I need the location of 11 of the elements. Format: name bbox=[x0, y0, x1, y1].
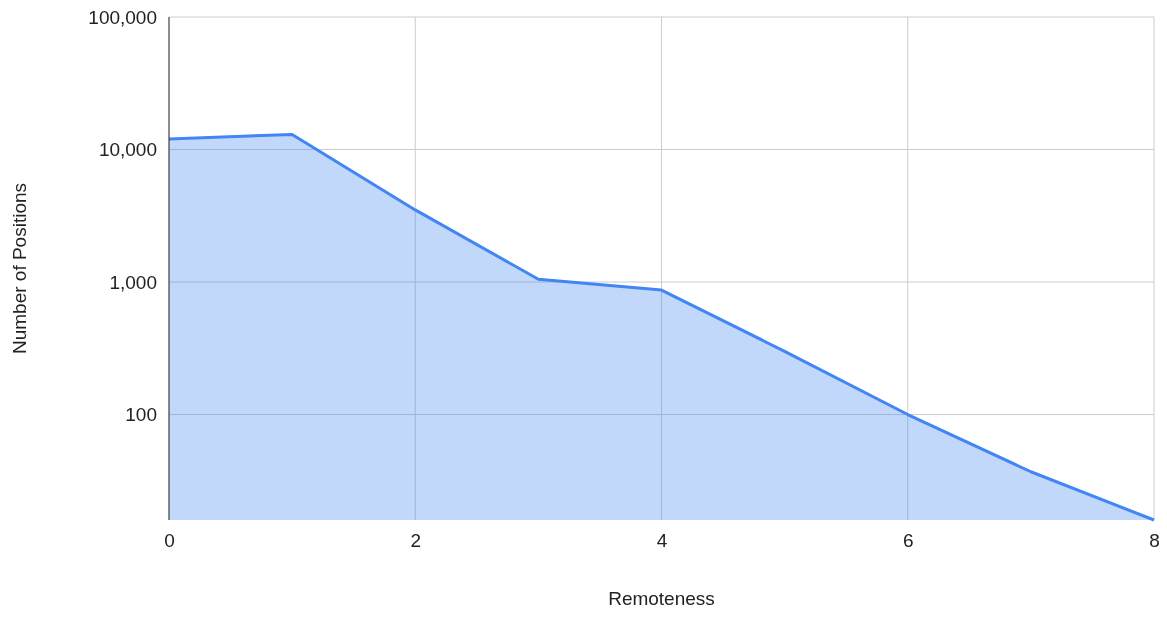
x-tick-label: 8 bbox=[1149, 530, 1160, 552]
y-axis-title: Number of Positions bbox=[9, 182, 30, 355]
x-tick-label: 2 bbox=[410, 530, 422, 552]
x-tick-label: 0 bbox=[164, 530, 175, 552]
x-tick-label: 6 bbox=[902, 530, 914, 552]
y-tick-label: 100,000 bbox=[88, 6, 157, 28]
x-tick-label: 4 bbox=[656, 530, 668, 552]
y-tick-label: 100 bbox=[125, 404, 157, 426]
y-tick-label: 1,000 bbox=[109, 271, 157, 293]
y-tick-label: 10,000 bbox=[98, 139, 157, 161]
x-axis-title: Remoteness bbox=[608, 588, 715, 609]
